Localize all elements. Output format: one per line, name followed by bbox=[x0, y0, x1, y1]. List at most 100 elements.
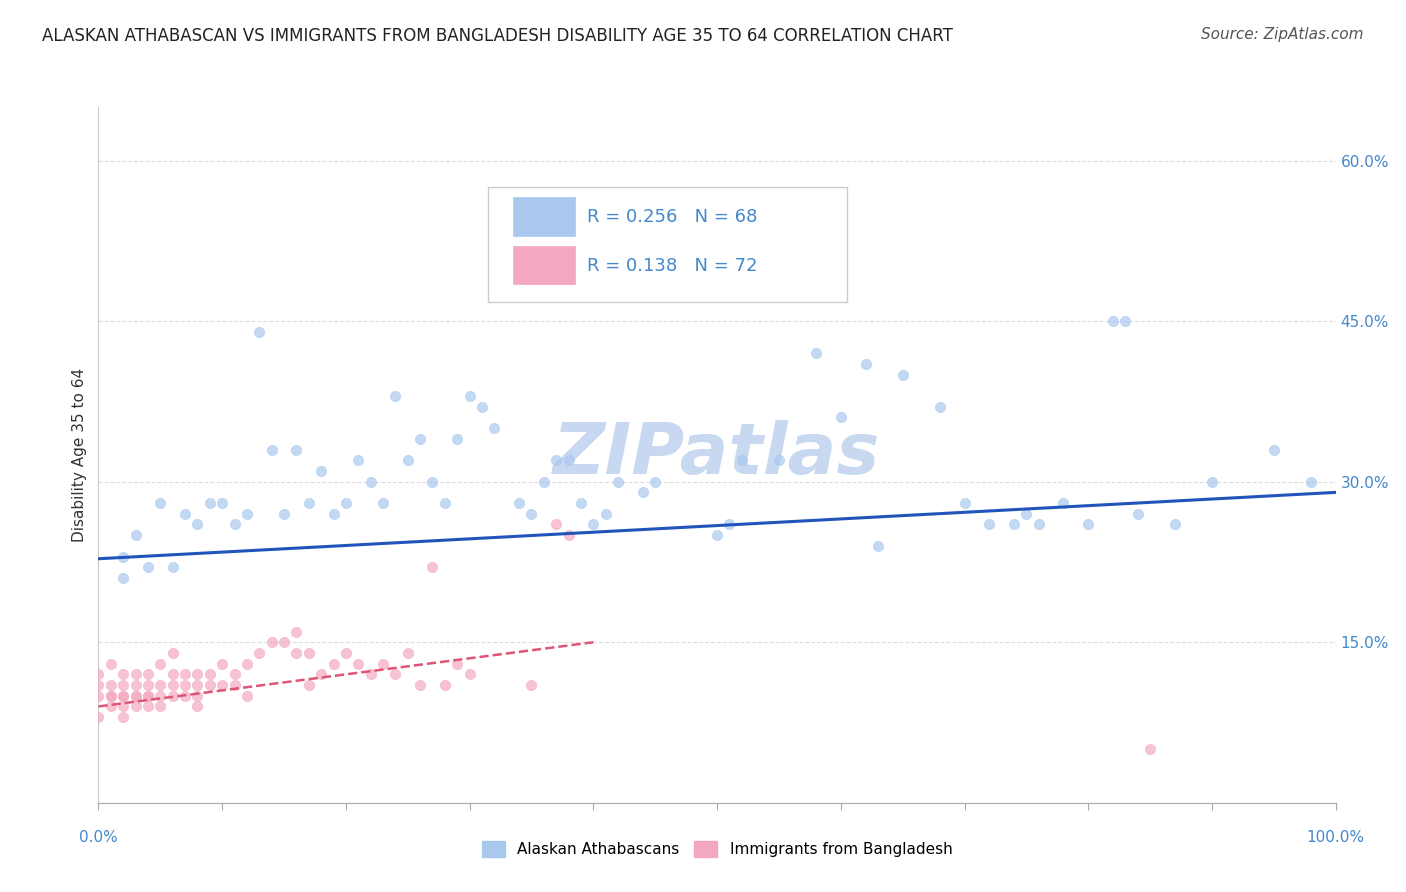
Point bbox=[112, 689, 135, 703]
Point bbox=[162, 678, 184, 692]
Point bbox=[979, 517, 1001, 532]
Point bbox=[174, 689, 197, 703]
Point bbox=[1139, 742, 1161, 756]
Point bbox=[422, 560, 444, 574]
FancyBboxPatch shape bbox=[513, 246, 575, 285]
Point bbox=[162, 646, 184, 660]
Point bbox=[396, 646, 419, 660]
Point bbox=[100, 689, 122, 703]
Point bbox=[953, 496, 976, 510]
Point bbox=[335, 646, 357, 660]
Point bbox=[236, 689, 259, 703]
Point bbox=[520, 678, 543, 692]
Point bbox=[471, 400, 494, 414]
Point bbox=[409, 678, 432, 692]
Point bbox=[1299, 475, 1322, 489]
Point bbox=[1028, 517, 1050, 532]
Point bbox=[124, 678, 146, 692]
Point bbox=[186, 689, 208, 703]
Point bbox=[112, 710, 135, 724]
Point bbox=[1126, 507, 1149, 521]
Text: ALASKAN ATHABASCAN VS IMMIGRANTS FROM BANGLADESH DISABILITY AGE 35 TO 64 CORRELA: ALASKAN ATHABASCAN VS IMMIGRANTS FROM BA… bbox=[42, 27, 953, 45]
Point bbox=[484, 421, 506, 435]
Point bbox=[1102, 314, 1125, 328]
Point bbox=[384, 667, 406, 681]
Point bbox=[706, 528, 728, 542]
Point bbox=[124, 699, 146, 714]
Text: 100.0%: 100.0% bbox=[1306, 830, 1365, 845]
Point bbox=[830, 410, 852, 425]
Text: R = 0.138   N = 72: R = 0.138 N = 72 bbox=[588, 257, 758, 275]
Point bbox=[855, 357, 877, 371]
Point bbox=[211, 496, 233, 510]
Point bbox=[731, 453, 754, 467]
FancyBboxPatch shape bbox=[513, 197, 575, 235]
Point bbox=[247, 325, 270, 339]
Text: R = 0.256   N = 68: R = 0.256 N = 68 bbox=[588, 208, 758, 226]
Point bbox=[866, 539, 889, 553]
Point bbox=[1002, 517, 1025, 532]
Point bbox=[1052, 496, 1074, 510]
Point bbox=[396, 453, 419, 467]
Point bbox=[87, 667, 110, 681]
Point bbox=[1263, 442, 1285, 457]
Point bbox=[433, 678, 456, 692]
FancyBboxPatch shape bbox=[488, 187, 846, 301]
Point bbox=[520, 507, 543, 521]
Point bbox=[1015, 507, 1038, 521]
Point bbox=[198, 678, 221, 692]
Point bbox=[335, 496, 357, 510]
Point bbox=[136, 667, 159, 681]
Point bbox=[198, 667, 221, 681]
Point bbox=[285, 442, 308, 457]
Point bbox=[124, 689, 146, 703]
Point bbox=[260, 635, 283, 649]
Point bbox=[446, 432, 468, 446]
Point bbox=[100, 689, 122, 703]
Point bbox=[273, 507, 295, 521]
Point bbox=[384, 389, 406, 403]
Point bbox=[495, 260, 517, 275]
Point bbox=[112, 549, 135, 564]
Point bbox=[247, 646, 270, 660]
Point bbox=[124, 528, 146, 542]
Point bbox=[260, 442, 283, 457]
Point bbox=[236, 657, 259, 671]
Point bbox=[371, 657, 394, 671]
Point bbox=[136, 678, 159, 692]
Point bbox=[285, 646, 308, 660]
Point bbox=[136, 699, 159, 714]
Legend: Alaskan Athabascans, Immigrants from Bangladesh: Alaskan Athabascans, Immigrants from Ban… bbox=[474, 833, 960, 864]
Point bbox=[149, 496, 172, 510]
Point bbox=[1201, 475, 1223, 489]
Point bbox=[174, 507, 197, 521]
Point bbox=[100, 678, 122, 692]
Point bbox=[582, 517, 605, 532]
Point bbox=[236, 507, 259, 521]
Point bbox=[644, 475, 666, 489]
Point bbox=[322, 657, 344, 671]
Point bbox=[174, 678, 197, 692]
Point bbox=[1077, 517, 1099, 532]
Point bbox=[211, 657, 233, 671]
Point bbox=[298, 496, 321, 510]
Text: Source: ZipAtlas.com: Source: ZipAtlas.com bbox=[1201, 27, 1364, 42]
Point bbox=[409, 432, 432, 446]
Point bbox=[87, 710, 110, 724]
Point bbox=[422, 475, 444, 489]
Text: 0.0%: 0.0% bbox=[79, 830, 118, 845]
Point bbox=[87, 689, 110, 703]
Point bbox=[309, 464, 332, 478]
Point bbox=[112, 699, 135, 714]
Point bbox=[1164, 517, 1187, 532]
Point bbox=[804, 346, 827, 360]
Point bbox=[149, 699, 172, 714]
Point bbox=[285, 624, 308, 639]
Point bbox=[162, 560, 184, 574]
Point bbox=[360, 475, 382, 489]
Point bbox=[1114, 314, 1136, 328]
Point bbox=[149, 689, 172, 703]
Point bbox=[162, 667, 184, 681]
Point bbox=[100, 699, 122, 714]
Point bbox=[112, 667, 135, 681]
